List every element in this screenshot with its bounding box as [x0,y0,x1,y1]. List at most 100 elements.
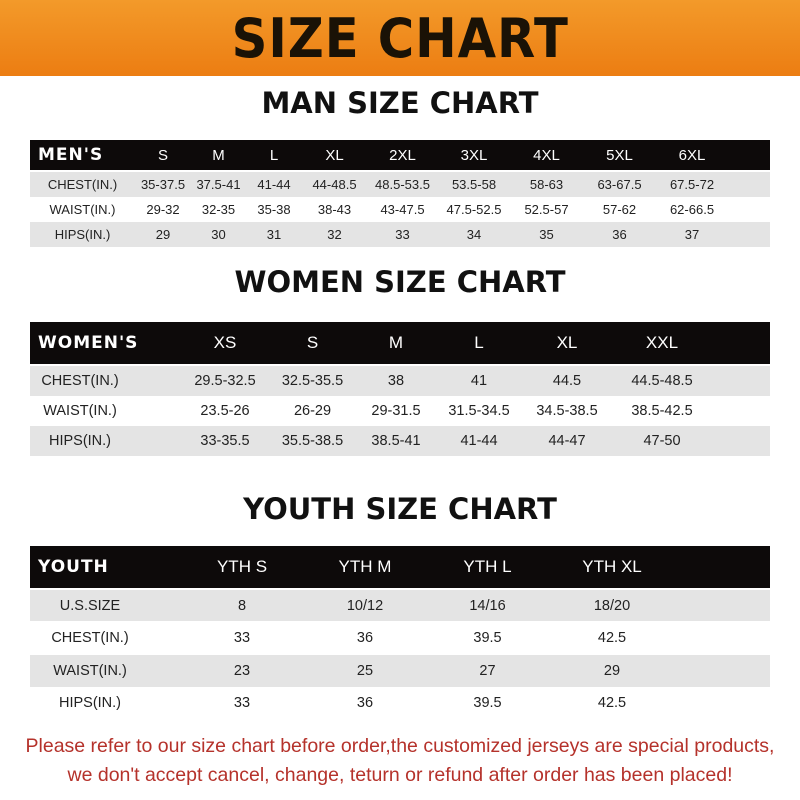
table-cell: 47.5-52.5 [446,202,502,217]
table-row: CHEST(IN.) 35-37.5 37.5-41 41-44 44-48.5 48.5… [30,172,770,197]
table-row: U.S.SIZE 8 10/12 14/16 18/20 [30,590,770,621]
size-header-cell: S [157,146,168,164]
size-header-cell: 3XL [460,146,488,164]
table-row: WAIST(IN.) 23 25 27 29 [30,655,770,687]
table-cell: 41 [470,373,488,389]
banner-title: SIZE CHART [231,6,569,70]
table-cell: 36 [356,695,374,711]
table-cell: 33 [233,695,251,711]
size-header-cell: XXL [645,333,679,352]
row-label: U.S.SIZE [59,597,121,614]
table-cell: 25 [356,663,374,679]
table-cell: 14/16 [469,597,506,614]
table-cell: 29 [155,227,171,242]
table-cell: 57-62 [602,202,637,217]
size-header-cell: 4XL [533,146,560,164]
table-cell: 67.5-72 [669,177,715,192]
table-cell: 44.5 [552,373,582,389]
table-row: WAIST(IN.) 29-32 32-35 35-38 38-43 43-47.5 47.… [30,197,770,222]
table-cell: 44-48.5 [312,177,357,192]
table-cell: 32.5-35.5 [281,373,344,389]
table-cell: 37 [684,227,700,242]
table-cell: 8 [237,597,247,614]
size-header-cell: M [388,333,404,352]
table-cell: 32 [327,227,342,242]
table-cell: 23.5-26 [200,403,250,419]
table-cell: 23 [233,663,251,679]
table-cell: 36 [356,630,374,646]
table-cell: 41-44 [257,177,291,192]
notice-line-2: we don't accept cancel, change, teturn o… [67,764,733,786]
man-size-table: MEN'S S M L XL 2XL 3XL 4XL 5XL 6XL CHEST(IN.) 35-37… [30,140,770,247]
table-cell: 44-47 [548,433,586,449]
row-label: WAIST(IN.) [49,202,116,217]
size-header-cell: 5XL [606,146,633,164]
table-cell: 29-31.5 [371,403,421,419]
table-cell: 36 [612,227,627,242]
table-cell: 63-67.5 [597,177,642,192]
table-cell: 53.5-58 [451,177,497,192]
table-cell: 34.5-38.5 [536,403,598,419]
table-cell: 38-43 [317,202,352,217]
table-cell: 62-66.5 [669,202,715,217]
size-header-cell: L [269,146,279,164]
table-cell: 29-32 [146,202,180,217]
size-header-cell: YTH L [463,557,512,576]
table-row: CHEST(IN.) 33 36 39.5 42.5 [30,621,770,655]
table-cell: 35 [539,227,554,242]
table-header-row: WOMEN'S XS S M L XL XXL [30,322,770,364]
table-cell: 52.5-57 [524,202,569,217]
table-cell: 33 [395,227,410,242]
table-cell: 35-38 [257,202,291,217]
table-cell: 58-63 [529,177,564,192]
table-row: WAIST(IN.) 23.5-26 26-29 29-31.5 31.5-34.5 34… [30,396,770,426]
table-header-label: YOUTH [38,557,109,577]
notice-line-1: Please refer to our size chart before or… [25,735,775,757]
table-cell: 47-50 [643,433,681,449]
table-cell: 33 [233,630,251,646]
man-size-chart-title: MAN SIZE CHART [261,86,539,120]
table-cell: 48.5-53.5 [375,177,430,192]
table-cell: 33-35.5 [200,433,250,449]
row-label: WAIST(IN.) [43,403,117,419]
size-header-cell: S [306,333,319,352]
table-cell: 30 [211,227,226,242]
table-cell: 31 [266,227,282,242]
table-cell: 34 [466,227,482,242]
table-cell: 42.5 [597,695,627,711]
row-label: HIPS(IN.) [58,695,122,711]
table-cell: 29.5-32.5 [194,373,256,389]
table-header-row: MEN'S S M L XL 2XL 3XL 4XL 5XL 6XL [30,140,770,170]
size-chart-banner: SIZE CHART [0,0,800,76]
table-header-label: WOMEN'S [38,333,139,353]
size-header-cell: 2XL [389,146,416,164]
row-label: WAIST(IN.) [53,663,127,679]
size-header-cell: XS [213,333,237,352]
size-header-cell: YTH XL [582,557,642,576]
size-header-cell: YTH M [338,557,392,576]
table-cell: 35.5-38.5 [281,433,344,449]
row-label: CHEST(IN.) [41,373,119,389]
table-cell: 44.5-48.5 [631,373,693,389]
size-header-cell: 6XL [678,146,706,164]
table-cell: 18/20 [593,597,631,614]
youth-size-chart-title: YOUTH SIZE CHART [243,492,557,526]
table-cell: 38.5-42.5 [631,403,693,419]
table-cell: 32-35 [201,202,236,217]
size-header-cell: YTH S [216,557,268,576]
table-cell: 39.5 [473,695,502,711]
youth-size-table: YOUTH YTH S YTH M YTH L YTH XL U.S.SIZE 8 10/12… [30,546,770,719]
table-cell: 27 [479,663,496,679]
table-cell: 38.5-41 [371,433,421,449]
table-cell: 42.5 [597,630,627,646]
size-header-cell: L [474,333,484,352]
table-cell: 38 [387,373,405,389]
table-cell: 37.5-41 [196,177,241,192]
table-row: HIPS(IN.) 33 36 39.5 42.5 [30,687,770,719]
table-cell: 10/12 [346,597,384,614]
row-label: CHEST(IN.) [51,630,129,646]
women-size-chart-title: WOMEN SIZE CHART [234,265,566,299]
table-header-label: MEN'S [38,145,104,165]
table-row: CHEST(IN.) 29.5-32.5 32.5-35.5 38 41 44.5 44.5… [30,366,770,396]
table-cell: 35-37.5 [140,177,186,192]
